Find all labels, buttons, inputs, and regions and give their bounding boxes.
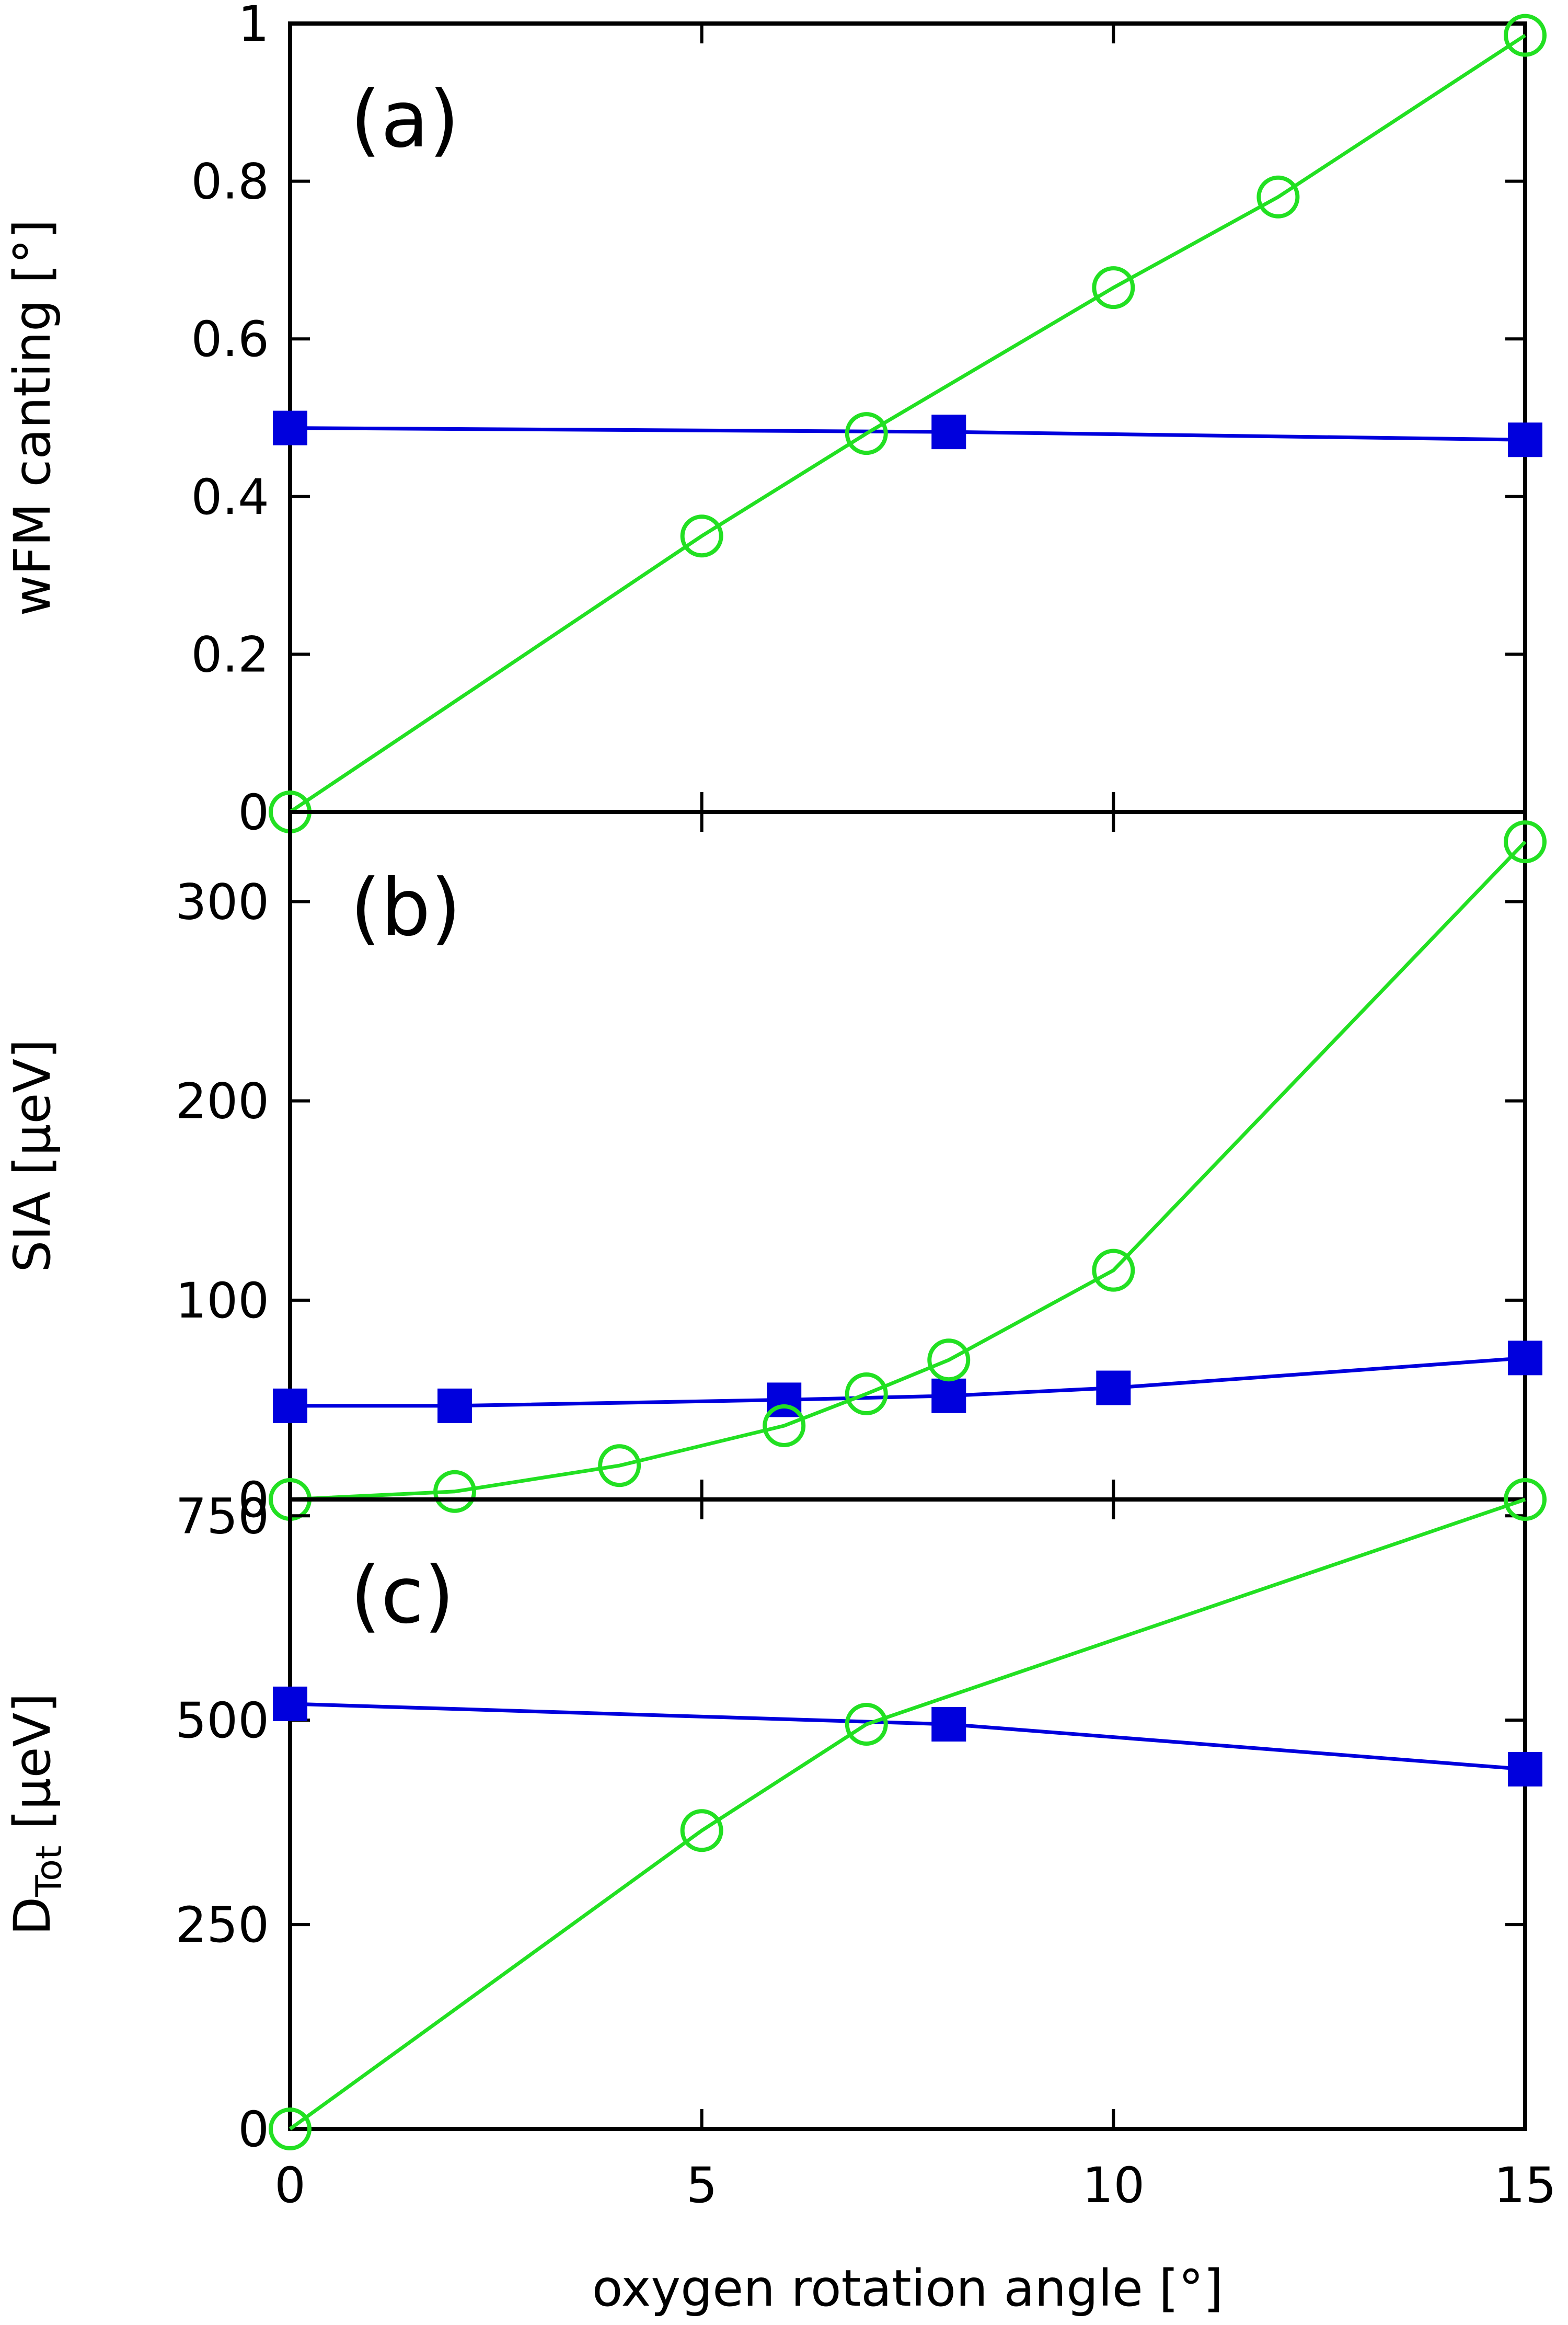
data-point-square [273, 410, 307, 445]
y-tick-label: 0.4 [191, 469, 270, 526]
data-point-square [1508, 1752, 1542, 1786]
data-point-circle [1092, 1249, 1135, 1292]
y-axis-title-sub: Tot [29, 1846, 70, 1897]
series-line-blue [290, 426, 1526, 442]
data-point-square [931, 415, 966, 450]
data-point-square [273, 1686, 307, 1721]
y-tick-label: 100 [176, 1273, 269, 1330]
data-point-circle [845, 1703, 888, 1746]
data-point-square [931, 1707, 966, 1742]
panel-2-frame [288, 1497, 1527, 2131]
y-axis-title-main: D [3, 1897, 62, 1935]
panel-label: (b) [350, 863, 461, 954]
data-point-square [437, 1388, 472, 1423]
data-point-square [1508, 1341, 1542, 1376]
data-point-circle [763, 1404, 806, 1447]
x-tick-label: 0 [274, 2157, 306, 2214]
panel-0-frame [288, 21, 1527, 814]
data-point-circle [845, 1372, 888, 1415]
y-tick-label: 0 [238, 1472, 269, 1529]
y-tick-label: 0.2 [191, 626, 270, 683]
panel-label: (a) [350, 74, 459, 165]
panel-label: (c) [350, 1550, 455, 1641]
series-line-green [289, 1497, 1526, 2131]
data-point-circle [680, 1809, 723, 1852]
y-tick-label: 750 [176, 1488, 269, 1545]
data-point-circle [1092, 266, 1135, 310]
y-tick-label: 0 [238, 2101, 269, 2158]
y-tick-label: 300 [176, 874, 269, 931]
data-point-circle [269, 2108, 312, 2150]
x-axis-title: oxygen rotation angle [°] [592, 2259, 1224, 2318]
data-point-circle [1504, 1478, 1547, 1521]
data-point-circle [598, 1444, 641, 1487]
series-line-blue [290, 1356, 1526, 1408]
y-axis-title: wFM canting [°] [3, 219, 62, 616]
data-point-square [931, 1378, 966, 1413]
data-point-circle [433, 1470, 477, 1513]
data-point-circle [1504, 14, 1547, 57]
y-tick-label: 0 [238, 784, 269, 841]
series-line-green [289, 33, 1526, 814]
x-tick-label: 5 [686, 2157, 718, 2214]
y-axis-title: DTot [μeV] [3, 1693, 70, 1935]
y-tick-label: 500 [176, 1692, 269, 1749]
data-point-circle [1256, 175, 1300, 219]
data-point-circle [680, 514, 723, 558]
data-point-square [273, 1388, 307, 1423]
series-line-green [290, 840, 1527, 1502]
data-point-circle [927, 1338, 971, 1382]
y-axis-title: SIA [μeV] [3, 1039, 62, 1272]
y-tick-label: 1 [238, 0, 269, 53]
data-point-square [1508, 422, 1542, 457]
x-tick-label: 15 [1494, 2157, 1557, 2214]
y-axis-title-unit: [μeV] [3, 1693, 62, 1845]
data-point-circle [1504, 820, 1547, 864]
data-point-square [1096, 1370, 1131, 1405]
y-tick-label: 0.8 [191, 154, 270, 211]
data-point-circle [845, 412, 888, 455]
y-tick-label: 0.6 [191, 311, 270, 368]
x-tick-label: 10 [1082, 2157, 1145, 2214]
series-line-blue [290, 1702, 1526, 1771]
y-tick-label: 200 [176, 1073, 269, 1130]
y-tick-label: 250 [176, 1897, 269, 1954]
